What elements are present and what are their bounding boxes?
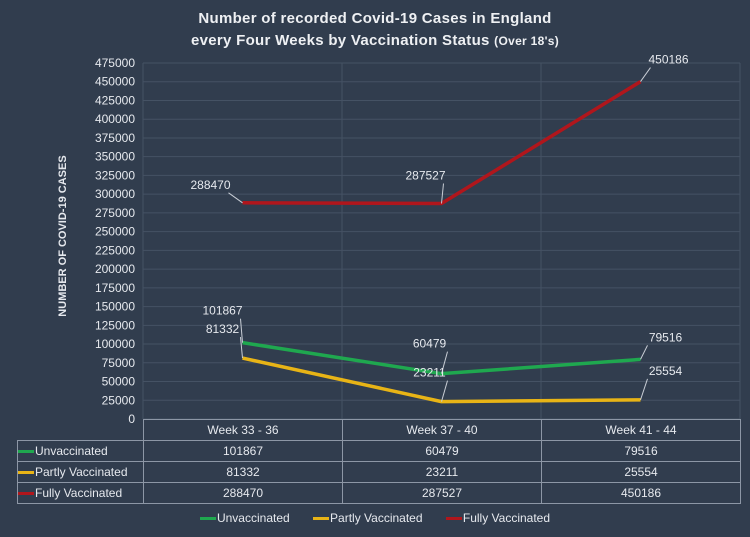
table-cell: 23211 [342, 461, 542, 483]
y-tick-label: 350000 [95, 150, 135, 164]
y-tick-label: 275000 [95, 206, 135, 220]
table-row: Partly Vaccinated 81332 23211 25554 [17, 461, 741, 483]
y-tick-label: 475000 [95, 56, 135, 70]
y-tick-label: 150000 [95, 300, 135, 314]
table-header: Week 33 - 36 [143, 419, 343, 441]
data-label: 287527 [405, 169, 445, 183]
data-label: 288470 [190, 178, 230, 192]
leader-line [640, 67, 651, 82]
leader-line [240, 336, 243, 359]
y-tick-label: 250000 [95, 225, 135, 239]
series-line-fully-vaccinated [242, 80, 642, 206]
table-cell: 101867 [143, 440, 343, 462]
table-cell: 25554 [541, 461, 741, 483]
table-header: Week 41 - 44 [541, 419, 741, 441]
title-suffix: (Over 18's) [494, 34, 560, 48]
row-label: Partly Vaccinated [35, 465, 128, 479]
leader-line [640, 378, 648, 401]
data-label: 79516 [649, 330, 683, 344]
y-tick-label: 225000 [95, 243, 135, 257]
leader-line [240, 318, 243, 343]
chart-title: Number of recorded Covid-19 Cases in Eng… [0, 8, 750, 52]
legend-item-partly-vaccinated: Partly Vaccinated [313, 511, 423, 525]
data-label: 25554 [649, 364, 683, 378]
title-line-2: every Four Weeks by Vaccination Status [190, 32, 490, 49]
table-cell: 60479 [342, 440, 542, 462]
legend-label: Fully Vaccinated [462, 511, 551, 525]
leader-line [441, 351, 448, 374]
legend-label: Unvaccinated [216, 511, 290, 525]
y-tick-label: 125000 [95, 318, 135, 332]
fully-vaccinated-swatch [18, 492, 34, 496]
y-tick-label: 425000 [95, 93, 135, 107]
table-header: Week 37 - 40 [342, 419, 542, 441]
legend-swatch [445, 517, 462, 521]
legend-label: Partly Vaccinated [330, 511, 423, 525]
table-cell: 450186 [541, 482, 741, 504]
data-label: 81332 [206, 322, 240, 336]
y-tick-label: 175000 [95, 281, 135, 295]
y-tick-label: 400000 [95, 112, 135, 126]
leader-line [640, 345, 648, 360]
y-tick-label: 200000 [95, 262, 135, 276]
y-tick-label: 325000 [95, 168, 135, 182]
table-row: Fully Vaccinated 288470 287527 450186 [17, 482, 741, 504]
table-row: Unvaccinated 101867 60479 79516 [17, 440, 741, 462]
y-tick-label: 25000 [102, 393, 136, 407]
y-tick-label: 50000 [102, 375, 136, 389]
legend-swatch [199, 517, 216, 521]
y-tick-label: 300000 [95, 187, 135, 201]
unvaccinated-swatch [18, 450, 34, 454]
row-label: Unvaccinated [35, 444, 108, 458]
table-cell: 288470 [143, 482, 343, 504]
partly-vaccinated-swatch [18, 471, 34, 475]
legend-item-unvaccinated: Unvaccinated [199, 511, 290, 525]
table-cell: 287527 [342, 482, 542, 504]
leader-line [228, 192, 243, 204]
data-label: 450186 [648, 53, 688, 67]
legend: Unvaccinated Partly Vaccinated Fully Vac… [0, 511, 750, 525]
row-label: Fully Vaccinated [35, 486, 123, 500]
y-tick-label: 75000 [102, 356, 136, 370]
table-cell: 81332 [143, 461, 343, 483]
y-tick-label: 375000 [95, 131, 135, 145]
legend-item-fully-vaccinated: Fully Vaccinated [445, 511, 551, 525]
leader-line [441, 183, 444, 204]
data-label: 23211 [413, 366, 446, 380]
data-table: Week 33 - 36 Week 37 - 40 Week 41 - 44 U… [17, 419, 741, 504]
legend-swatch [313, 517, 330, 521]
y-tick-label: 100000 [95, 337, 135, 351]
y-tick-label: 0 [128, 412, 135, 426]
table-cell: 79516 [541, 440, 741, 462]
title-line-1: Number of recorded Covid-19 Cases in Eng… [198, 10, 552, 27]
data-label: 60479 [413, 337, 447, 351]
leader-line [441, 380, 448, 402]
data-label: 101867 [202, 304, 242, 318]
y-tick-label: 450000 [95, 75, 135, 89]
